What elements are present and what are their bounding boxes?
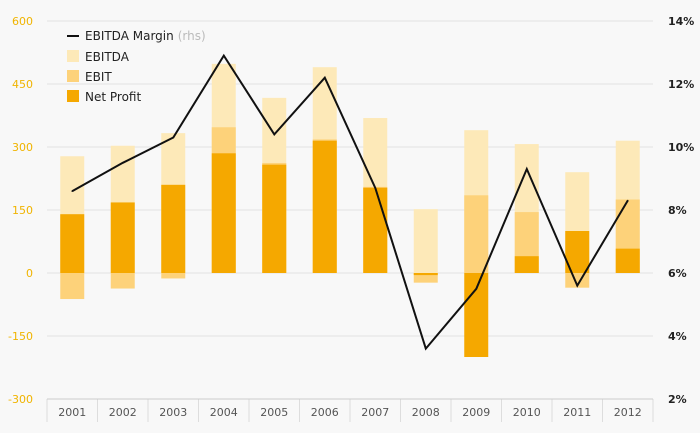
- net-profit-bar: [110, 202, 135, 273]
- right-tick-label: 2%: [668, 393, 687, 406]
- right-tick-label: 4%: [668, 330, 687, 343]
- ebitda-margin-point: [424, 347, 427, 350]
- ebitda-margin-point: [273, 133, 276, 136]
- net-profit-bar: [161, 184, 186, 273]
- left-tick-label: 450: [12, 78, 33, 91]
- right-tick-label: 10%: [668, 141, 694, 154]
- margin-line: [71, 53, 629, 351]
- net-profit-bar: [312, 140, 337, 273]
- net-profit-bar: [363, 187, 388, 273]
- x-tick-label: 2004: [210, 406, 238, 419]
- legend-label-ebitda-margin-name: EBITDA Margin: [85, 29, 174, 43]
- ebitda-margin-point: [172, 136, 175, 139]
- left-tick-label: 150: [12, 204, 33, 217]
- axes: 600 450 300 150 0 -150 -300 14% 12% 10% 8% 6% 4% 2% 20…: [8, 15, 694, 422]
- ebitda-margin-point: [626, 199, 629, 202]
- net-profit-bar: [211, 153, 236, 273]
- ebitda-margin-point: [71, 190, 74, 192]
- right-tick-label: 8%: [668, 204, 687, 217]
- ebitda-margin-point: [475, 287, 478, 290]
- x-tick-label: 2003: [159, 406, 187, 419]
- ebitda-margin-point: [576, 284, 579, 287]
- left-tick-label: 600: [12, 15, 33, 28]
- ebitda-margin-point: [121, 161, 124, 164]
- x-tick-label: 2010: [513, 406, 541, 419]
- right-tick-label: 12%: [668, 78, 694, 91]
- net-profit-bar: [464, 273, 489, 357]
- right-tick-label: 14%: [668, 15, 694, 28]
- x-tick-label: 2008: [412, 406, 440, 419]
- ebit-bar: [413, 273, 438, 283]
- ebitda-margin-point: [323, 76, 326, 79]
- ebit-bar: [60, 273, 85, 300]
- legend-label-ebitda-margin: EBITDA Margin (rhs): [85, 29, 206, 43]
- legend-label-ebit: EBIT: [85, 70, 112, 84]
- ebitda-margin-point: [525, 168, 528, 170]
- x-tick-label: 2005: [260, 406, 288, 419]
- x-tick-label: 2012: [614, 406, 642, 419]
- left-tick-label: 0: [26, 267, 33, 280]
- left-tick-label: -300: [8, 393, 33, 406]
- ebitda-bar: [413, 209, 438, 273]
- legend-label-ebitda: EBITDA: [85, 50, 130, 64]
- x-tick-label: 2009: [462, 406, 490, 419]
- gridlines: [47, 20, 653, 400]
- ebitda-margin-point: [374, 187, 377, 189]
- net-profit-bar: [615, 248, 640, 273]
- legend-label-net-profit: Net Profit: [85, 90, 141, 104]
- x-tick-label: 2007: [361, 406, 389, 419]
- net-profit-bar: [413, 273, 438, 276]
- x-tick-label: 2006: [311, 406, 339, 419]
- ebit-bar: [161, 273, 186, 279]
- x-tick-label: 2002: [109, 406, 137, 419]
- ebitda-margin-point: [222, 54, 225, 57]
- legend-swatch-ebit: [67, 70, 79, 82]
- left-tick-label: 300: [12, 141, 33, 154]
- x-tick-label: 2001: [58, 406, 86, 419]
- right-tick-label: 6%: [668, 267, 687, 280]
- x-tick-label: 2011: [563, 406, 591, 419]
- legend-label-rhs: (rhs): [178, 29, 206, 43]
- left-tick-label: -150: [8, 330, 33, 343]
- bars: [60, 63, 640, 357]
- ebit-bar: [110, 273, 135, 289]
- net-profit-bar: [60, 214, 85, 273]
- net-profit-bar: [262, 164, 287, 273]
- net-profit-bar: [514, 256, 539, 273]
- ebitda-margin-line: [71, 53, 629, 351]
- legend: EBITDA Margin (rhs) EBITDA EBIT Net Profit: [67, 29, 206, 104]
- ebit-bar: [464, 195, 489, 273]
- legend-swatch-ebitda: [67, 50, 79, 62]
- legend-swatch-net-profit: [67, 90, 79, 102]
